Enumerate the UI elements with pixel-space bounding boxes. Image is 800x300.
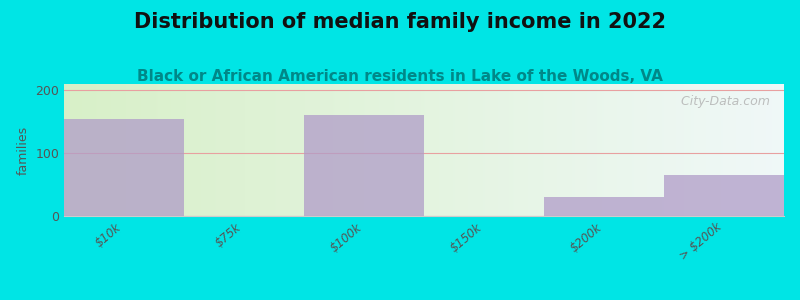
Text: Distribution of median family income in 2022: Distribution of median family income in … — [134, 12, 666, 32]
Y-axis label: families: families — [17, 125, 30, 175]
Bar — [544, 197, 664, 216]
Bar — [304, 116, 424, 216]
Bar — [664, 175, 784, 216]
Bar — [64, 118, 184, 216]
Text: City-Data.com: City-Data.com — [677, 94, 770, 108]
Text: Black or African American residents in Lake of the Woods, VA: Black or African American residents in L… — [137, 69, 663, 84]
